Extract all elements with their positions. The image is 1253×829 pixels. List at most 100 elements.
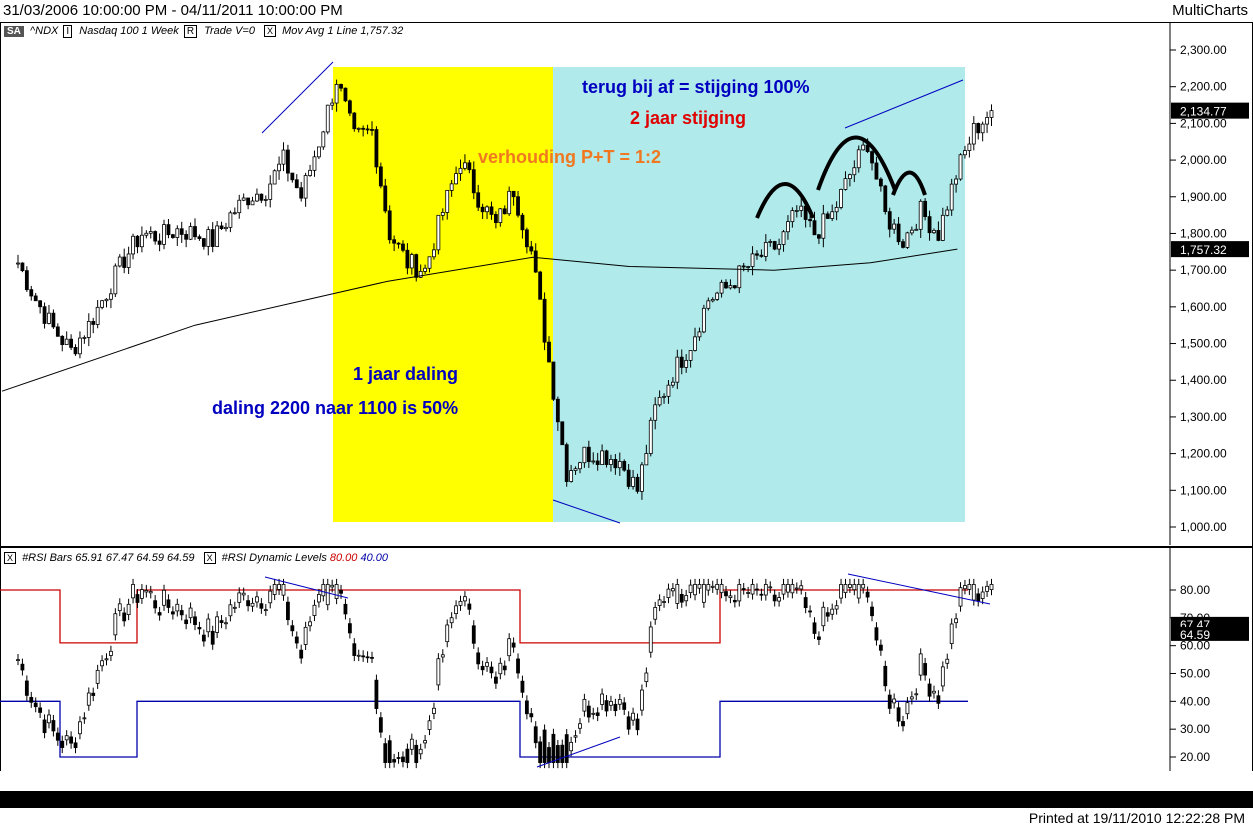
price-candle	[719, 281, 724, 294]
rsi-bar	[551, 733, 556, 763]
arc-middle	[816, 135, 897, 191]
rsi-bar	[878, 644, 883, 651]
rsi-bar	[697, 584, 702, 589]
rsi-bar	[564, 734, 569, 763]
price-candle	[104, 298, 109, 302]
price-candle	[883, 185, 888, 213]
price-candle	[560, 421, 565, 446]
rsi-panel[interactable]	[0, 547, 1253, 773]
price-candle	[542, 298, 547, 343]
price-candle	[631, 476, 635, 487]
rsi-bar	[352, 643, 357, 656]
annotation-rise-title: terug bij af = stijging 100%	[582, 77, 810, 97]
rsi-bar	[95, 669, 100, 684]
price-candle	[445, 190, 450, 213]
price-candle	[945, 209, 950, 216]
price-candle	[255, 193, 259, 202]
price-candle	[932, 230, 936, 234]
price-candle	[808, 219, 812, 222]
rsi-bar	[427, 720, 432, 730]
rsi-bar	[914, 693, 919, 696]
rsi-bar	[971, 584, 976, 601]
indicator-label: Mov Avg 1 Line	[282, 25, 358, 37]
rsi-bar	[47, 714, 51, 724]
price-candle	[533, 250, 538, 273]
rsi-values: 65.91 67.47 64.59 64.59	[75, 552, 195, 564]
rsi-bar	[471, 625, 476, 644]
rsi-bar	[671, 588, 675, 592]
price-candle	[564, 444, 569, 482]
price-candle	[538, 271, 543, 300]
price-candle	[228, 212, 233, 228]
scrollbar[interactable]	[0, 792, 1253, 808]
rsi-bar	[848, 584, 852, 588]
price-candle	[170, 234, 175, 238]
price-candle	[60, 335, 65, 346]
rsi-bar	[772, 594, 777, 602]
rsi-bar	[60, 740, 65, 748]
price-candle	[909, 229, 914, 234]
rsi-bar	[852, 584, 857, 591]
price-candle	[405, 249, 410, 269]
price-candle	[117, 256, 122, 267]
rsi-bar	[228, 604, 233, 617]
price-candle	[609, 459, 613, 465]
rsi-bar	[463, 596, 467, 602]
price-candle	[878, 178, 883, 187]
price-candle	[467, 162, 472, 171]
rsi-bar	[232, 606, 237, 609]
rsi-bar	[945, 658, 950, 664]
price-candle	[940, 214, 945, 241]
rsi-bar	[529, 713, 534, 718]
price-tick-label: 1,500.00	[1180, 337, 1227, 351]
rsi-bar	[923, 663, 928, 676]
indicator-close-icon[interactable]: X	[264, 25, 277, 38]
interval-dropdown[interactable]: I	[63, 25, 73, 38]
price-candle	[16, 262, 20, 265]
price-candle	[887, 211, 892, 230]
price-candle	[458, 167, 463, 174]
price-candle	[374, 129, 379, 168]
price-candle	[42, 306, 47, 324]
dyn-close-icon[interactable]: X	[203, 552, 216, 565]
price-candle	[33, 295, 38, 302]
rsi-tick-label: 50.00	[1180, 667, 1210, 681]
rsi-bar	[308, 621, 312, 627]
price-candle	[378, 166, 383, 187]
price-candle	[971, 123, 976, 145]
rsi-bar	[55, 732, 60, 741]
price-candle	[157, 240, 162, 245]
mode-dropdown[interactable]: R	[183, 25, 198, 38]
price-candle	[361, 127, 366, 130]
annotation-fall-detail: daling 2200 naar 1100 is 50%	[212, 398, 458, 418]
rsi-bar	[166, 599, 171, 608]
price-tick-label: 2,100.00	[1180, 116, 1227, 130]
annotation-ratio: verhouding P+T = 1:2	[478, 147, 661, 167]
rsi-bar	[533, 726, 538, 744]
rsi-close-icon[interactable]: X	[4, 552, 16, 565]
price-candle	[24, 270, 29, 291]
price-candle	[352, 112, 357, 130]
rsi-bar	[657, 599, 662, 606]
symbol-badge[interactable]: SA	[4, 26, 24, 37]
rsi-bar	[197, 627, 202, 630]
rsi-bar	[343, 603, 348, 615]
rsi-bar	[790, 584, 795, 594]
rsi-bar	[737, 584, 742, 602]
price-candle	[86, 321, 91, 338]
rsi-bar	[569, 741, 574, 752]
price-candle	[246, 197, 251, 206]
rsi-bar	[817, 636, 821, 640]
rsi-bar	[600, 693, 604, 705]
price-candle	[511, 190, 516, 198]
rsi-bar	[763, 584, 768, 596]
price-candle	[201, 238, 206, 247]
rsi-bar	[409, 738, 414, 750]
price-candle	[578, 462, 582, 470]
price-candle	[131, 235, 135, 255]
rsi-bar	[219, 620, 224, 624]
indicator-value: 1,757.32	[360, 25, 404, 37]
rsi-bar	[476, 652, 481, 665]
rsi-bar	[874, 627, 879, 641]
